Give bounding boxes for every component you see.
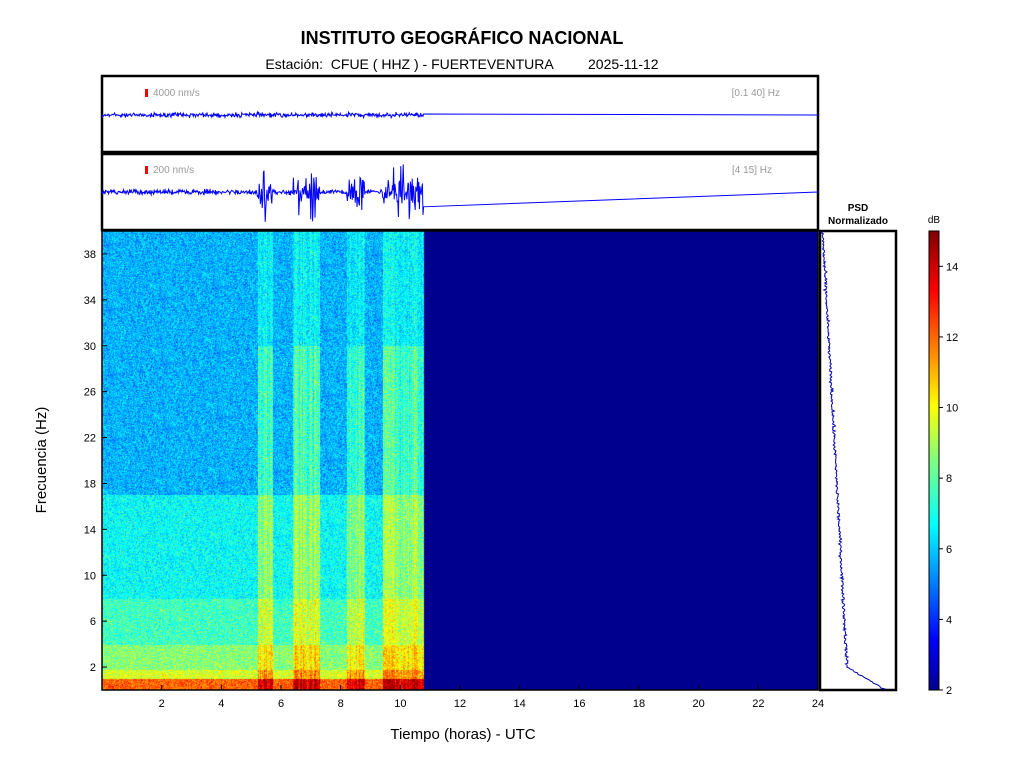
psd-title: PSD [848, 203, 869, 214]
x-tick-label: 4 [218, 698, 224, 710]
y-axis-label: Frecuencia (Hz) [33, 407, 50, 514]
colorbar-tick-label: 6 [946, 544, 952, 556]
x-tick-label: 22 [752, 698, 764, 710]
x-tick-label: 24 [812, 698, 824, 710]
colorbar-tick-label: 2 [946, 685, 952, 697]
x-axis-label: Tiempo (horas) - UTC [390, 726, 535, 743]
date-label: 2025-11-12 [588, 56, 659, 72]
y-tick-label: 18 [84, 478, 96, 490]
colorbar-tick-label: 8 [946, 473, 952, 485]
x-tick-label: 12 [454, 698, 466, 710]
colorbar: dB 2 4 6 8 10 12 14 [928, 215, 958, 697]
colorbar-tick-label: 12 [946, 332, 958, 344]
broadband-scale-label: 4000 nm/s [153, 88, 200, 99]
x-tick-label: 8 [338, 698, 344, 710]
x-tick-label: 14 [514, 698, 526, 710]
y-tick-label: 26 [84, 387, 96, 399]
y-tick-label: 10 [84, 570, 96, 582]
psd-subtitle: Normalizado [828, 216, 888, 227]
y-tick-label: 30 [84, 341, 96, 353]
station-name: CFUE ( HHZ ) - FUERTEVENTURA [330, 56, 553, 72]
colorbar-gradient [928, 230, 940, 691]
filtered-panel-frame [100, 152, 820, 232]
broadband-panel: 4000 nm/s [0.1 40] Hz [100, 74, 820, 154]
spectrogram-image [102, 231, 818, 690]
x-tick-label: 16 [573, 698, 585, 710]
page-title: INSTITUTO GEOGRÁFICO NACIONAL [300, 28, 624, 48]
y-tick-label: 2 [90, 662, 96, 674]
colorbar-tick-label: 4 [946, 614, 952, 626]
station-label: Estación: [265, 56, 323, 72]
filtered-panel: 200 nm/s [4 15] Hz [100, 152, 820, 232]
psd-frame [818, 229, 898, 692]
psd-curve [820, 230, 886, 691]
x-tick-label: 18 [633, 698, 645, 710]
x-tick-label: 6 [278, 698, 284, 710]
y-tick-label: 14 [84, 524, 96, 536]
colorbar-tick-label: 14 [946, 261, 958, 273]
broadband-scale-marker [145, 89, 148, 97]
filtered-trace [101, 164, 819, 222]
y-tick-label: 6 [90, 616, 96, 628]
y-tick-label: 22 [84, 433, 96, 445]
filtered-scale-label: 200 nm/s [153, 165, 194, 176]
broadband-trace [101, 110, 819, 120]
station-subtitle: Estación: CFUE ( HHZ ) - FUERTEVENTURA 2… [0, 56, 924, 72]
psd-panel: PSD Normalizado [818, 203, 898, 692]
x-axis-ticks: 2 4 6 8 10 12 14 16 18 20 22 24 [159, 685, 824, 710]
broadband-band-label: [0.1 40] Hz [732, 88, 780, 99]
x-tick-label: 2 [159, 698, 165, 710]
colorbar-unit: dB [928, 215, 941, 226]
colorbar-tick-label: 10 [946, 403, 958, 415]
y-tick-label: 34 [84, 295, 96, 307]
x-tick-label: 20 [693, 698, 705, 710]
x-tick-label: 10 [394, 698, 406, 710]
y-tick-label: 38 [84, 249, 96, 261]
filtered-band-label: [4 15] Hz [732, 165, 772, 176]
colorbar-ticks: 2 4 6 8 10 12 14 [939, 261, 958, 697]
filtered-scale-marker [145, 166, 148, 174]
